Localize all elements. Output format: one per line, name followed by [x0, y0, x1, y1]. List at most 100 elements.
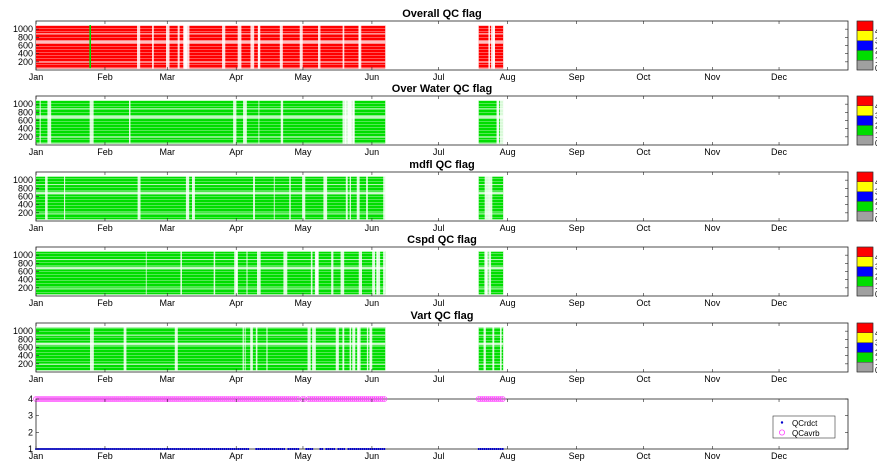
colorbar-segment-1 — [856, 352, 874, 363]
data-gap-column — [376, 251, 381, 295]
x-tick-label: May — [294, 298, 312, 308]
point — [175, 448, 177, 450]
point — [47, 396, 53, 402]
y-tick-label: 600 — [18, 41, 33, 51]
colorbar: 01234 — [856, 246, 877, 299]
data-gap-band — [478, 326, 504, 328]
y-tick-label: 800 — [18, 183, 33, 193]
x-tick-label: Jan — [29, 147, 44, 157]
point — [325, 448, 328, 450]
data-gap-column — [358, 25, 361, 69]
point — [245, 448, 248, 450]
point — [113, 448, 115, 450]
point — [261, 448, 264, 450]
point — [307, 448, 310, 450]
point — [133, 448, 135, 450]
colorbar-tick-label: 2 — [875, 121, 877, 130]
data-gap-column — [499, 100, 504, 144]
legend-marker-dot — [780, 421, 784, 424]
point — [179, 396, 185, 402]
data-gap-band — [478, 363, 504, 365]
panel-2: Over Water QC flag Jan Feb Mar Apr May Jun Jul A… — [13, 83, 877, 157]
colorbar-tick-label: 3 — [875, 37, 877, 46]
colorbar-segment-2 — [856, 266, 874, 277]
point — [483, 396, 490, 402]
point — [259, 448, 262, 450]
point — [379, 396, 386, 402]
data-gap-column — [366, 176, 368, 220]
point — [365, 448, 368, 450]
data-gap-column — [250, 25, 255, 69]
point — [333, 448, 336, 450]
colorbar-tick-label: 2 — [875, 46, 877, 55]
point — [331, 396, 338, 402]
point — [145, 396, 151, 402]
point — [487, 396, 494, 402]
point — [105, 396, 111, 402]
point — [183, 448, 185, 450]
point — [131, 396, 137, 402]
point — [65, 396, 71, 402]
point — [225, 448, 228, 450]
x-tick-label: Jan — [29, 451, 44, 461]
data-gap-column — [145, 251, 147, 295]
x-tick-label: Jul — [433, 223, 445, 233]
data-gap-band — [36, 108, 386, 110]
point — [181, 448, 183, 450]
point — [65, 448, 67, 450]
data-gap-column — [185, 25, 190, 69]
point — [477, 448, 480, 450]
point — [67, 448, 69, 450]
y-tick-label: 400 — [18, 200, 33, 210]
point — [147, 448, 149, 450]
x-tick-label: Aug — [500, 72, 516, 82]
colorbar-tick-label: 3 — [875, 112, 877, 121]
data-texture — [478, 327, 504, 371]
point — [101, 448, 103, 450]
data-gap-column — [266, 327, 268, 371]
data-gap-column — [280, 100, 284, 144]
point — [353, 448, 356, 450]
data-gap-column — [349, 176, 351, 220]
y-tick-label: 1000 — [13, 24, 33, 34]
point — [219, 396, 226, 402]
colorbar-segment-4 — [856, 171, 874, 183]
x-tick-label: Mar — [160, 451, 176, 461]
data-gap-band — [478, 24, 504, 26]
data-gap-band — [478, 40, 504, 44]
point — [121, 396, 127, 402]
point — [77, 396, 83, 402]
colorbar-tick-label: 3 — [875, 263, 877, 272]
point — [199, 448, 201, 450]
point — [53, 448, 55, 450]
data-field — [36, 24, 504, 69]
x-tick-label: May — [294, 223, 312, 233]
point — [123, 448, 125, 450]
data-gap-band — [36, 250, 386, 252]
colorbar-frame — [856, 20, 874, 71]
data-gap-column — [499, 327, 502, 371]
point — [79, 396, 85, 402]
point — [135, 396, 141, 402]
data-gap-column — [47, 100, 52, 144]
point — [111, 396, 117, 402]
point — [87, 448, 89, 450]
point — [289, 396, 296, 402]
point — [261, 396, 268, 402]
point — [317, 396, 324, 402]
point — [231, 396, 238, 402]
point — [117, 448, 119, 450]
point — [163, 448, 165, 450]
data-gap-column — [342, 327, 345, 371]
data-texture — [36, 100, 386, 144]
point — [327, 448, 330, 450]
data-gap-column — [350, 100, 355, 144]
point — [487, 448, 490, 450]
point — [349, 448, 352, 450]
data-gap-column — [299, 25, 303, 69]
point — [483, 448, 486, 450]
point — [143, 448, 145, 450]
point — [115, 448, 117, 450]
colorbar-tick-label: 4 — [875, 329, 877, 338]
data-gap-band — [478, 33, 504, 35]
